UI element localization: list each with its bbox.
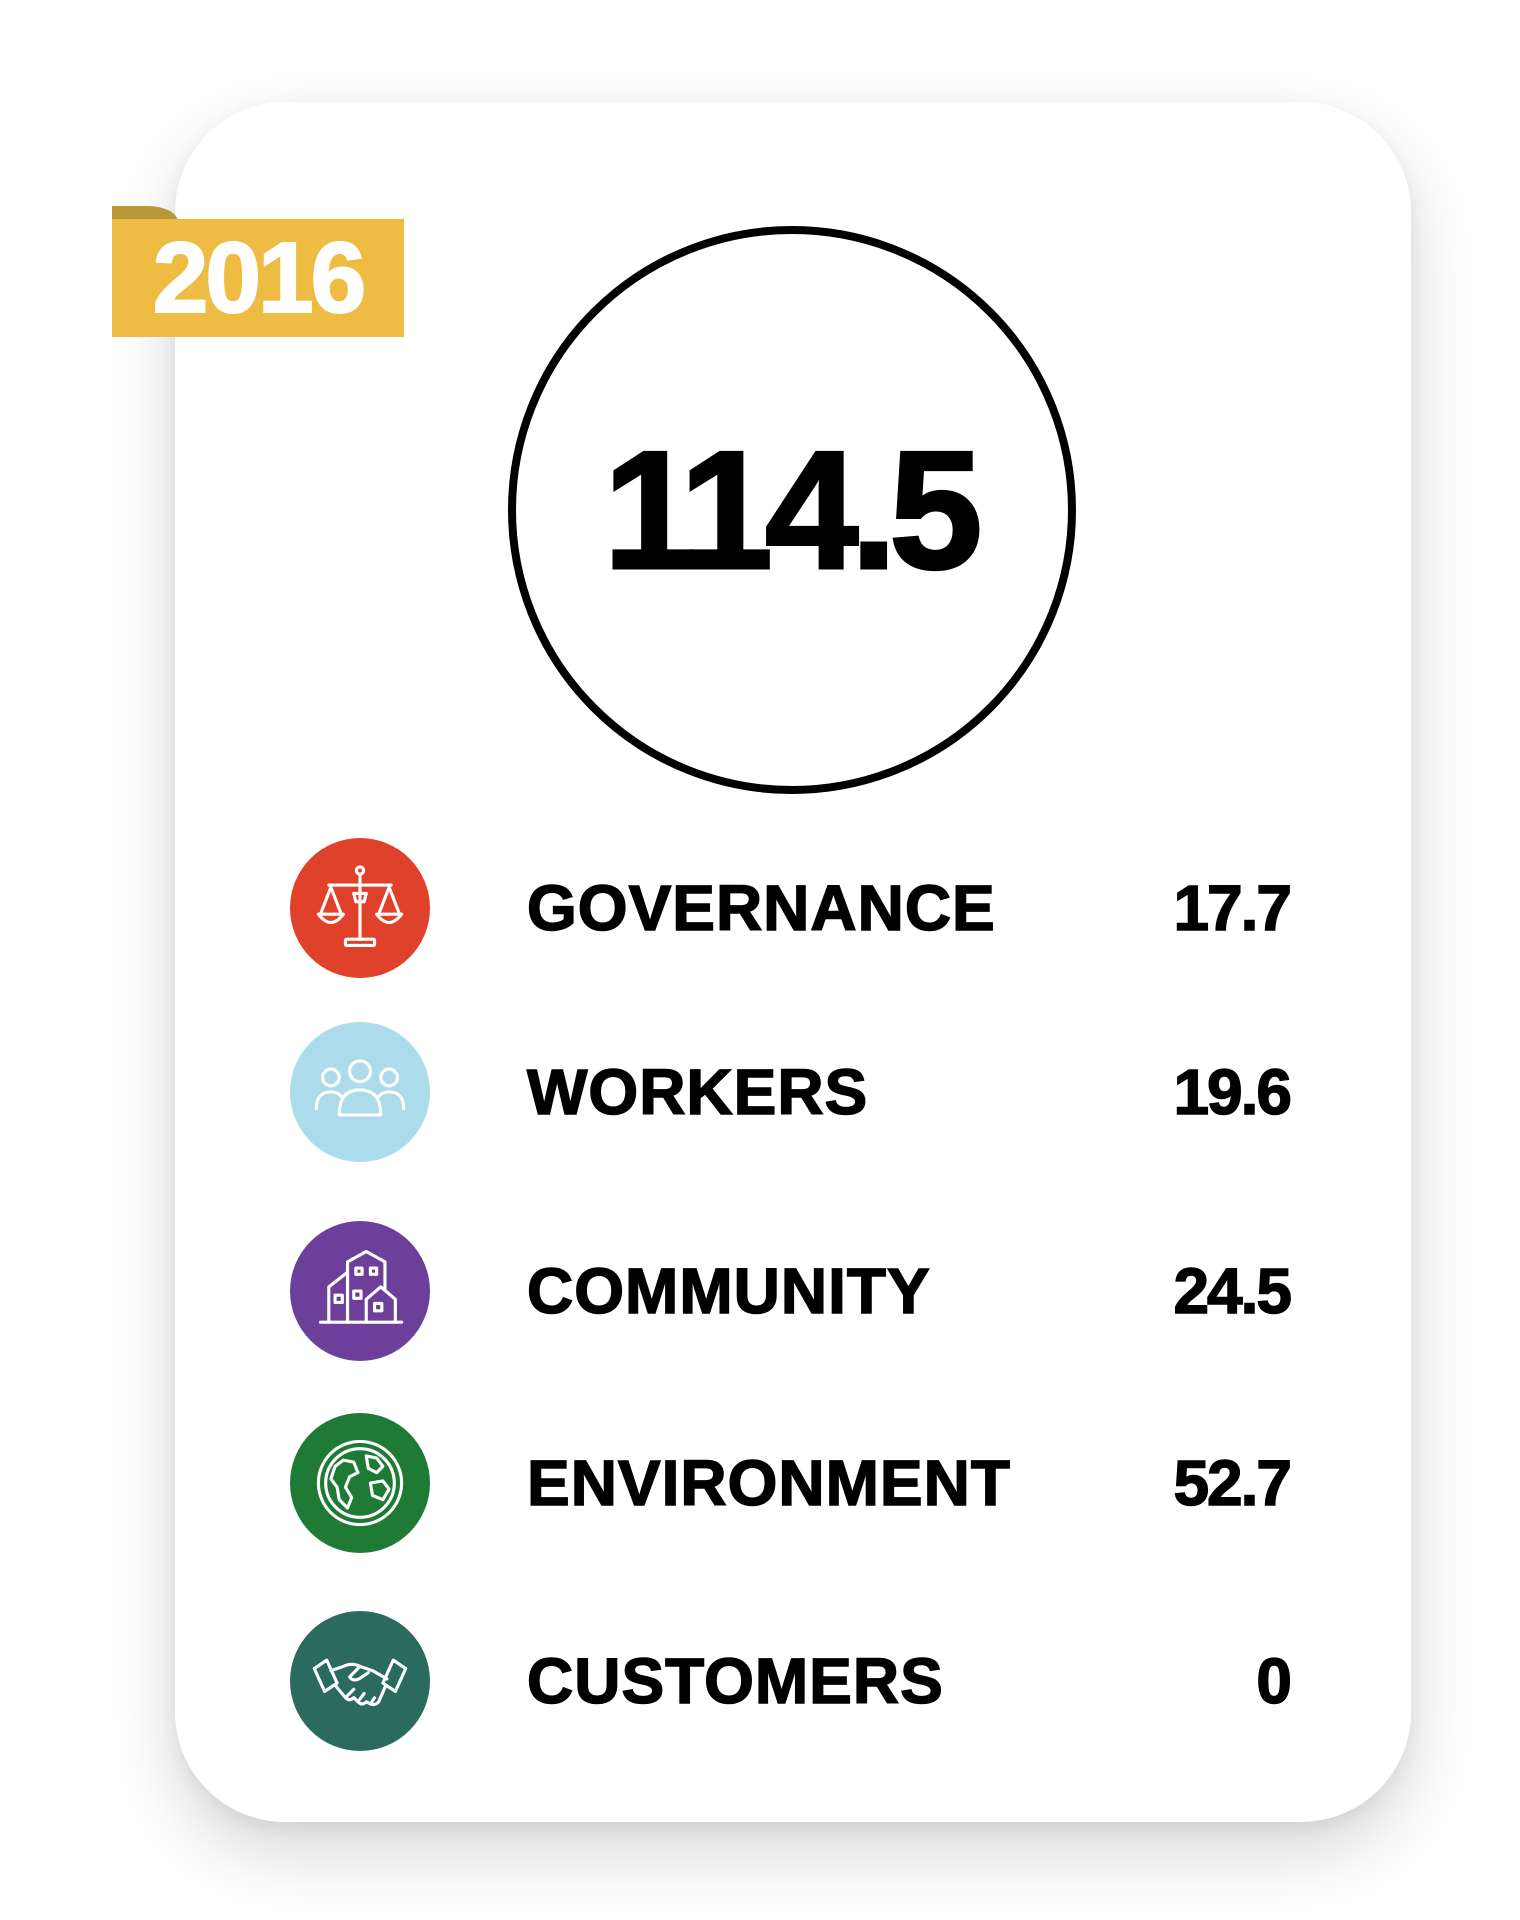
year-label: 2016 xyxy=(152,222,367,334)
handshake-icon xyxy=(312,1658,408,1707)
category-row-workers: WORKERS 19.6 xyxy=(290,1022,1293,1162)
category-value: 19.6 xyxy=(1173,1055,1293,1129)
category-value: 24.5 xyxy=(1173,1254,1293,1328)
people-group-icon xyxy=(314,1059,406,1117)
customers-badge xyxy=(290,1611,430,1751)
workers-badge xyxy=(290,1022,430,1162)
category-row-governance: GOVERNANCE 17.7 xyxy=(290,838,1293,978)
community-badge xyxy=(290,1221,430,1361)
category-label: ENVIRONMENT xyxy=(526,1446,1011,1520)
category-value: 0 xyxy=(1256,1644,1293,1718)
category-value: 52.7 xyxy=(1173,1446,1293,1520)
total-score-value: 114.5 xyxy=(602,416,984,604)
category-row-customers: CUSTOMERS 0 xyxy=(290,1611,1293,1751)
buildings-icon xyxy=(318,1249,404,1324)
scales-of-justice-icon xyxy=(316,865,404,947)
year-ribbon: 2016 xyxy=(112,219,404,337)
category-row-community: COMMUNITY 24.5 xyxy=(290,1221,1293,1361)
category-label: COMMUNITY xyxy=(526,1254,931,1328)
category-label: CUSTOMERS xyxy=(526,1644,944,1718)
category-label: WORKERS xyxy=(526,1055,869,1129)
total-score-circle: 114.5 xyxy=(508,226,1076,794)
category-row-environment: ENVIRONMENT 52.7 xyxy=(290,1413,1293,1553)
globe-icon xyxy=(316,1439,404,1527)
category-value: 17.7 xyxy=(1173,871,1293,945)
governance-badge xyxy=(290,838,430,978)
environment-badge xyxy=(290,1413,430,1553)
category-label: GOVERNANCE xyxy=(526,871,996,945)
